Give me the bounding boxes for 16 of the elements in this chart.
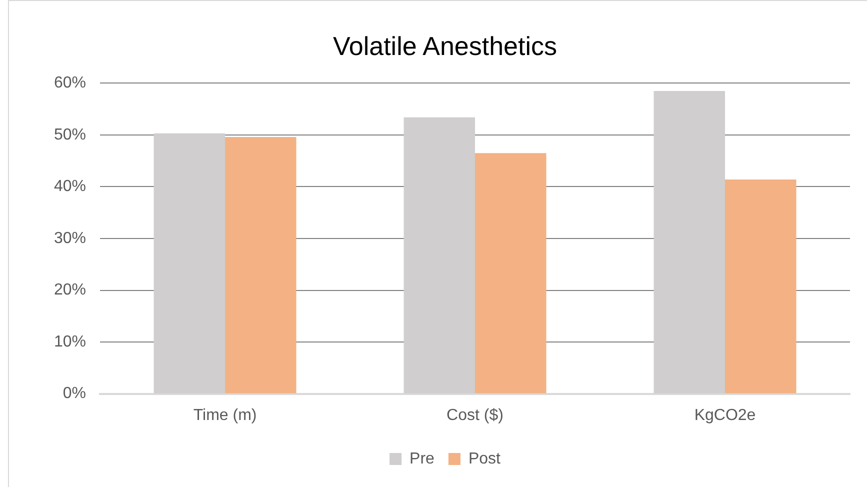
x-tick-label: Cost ($) — [446, 406, 504, 424]
y-tick-label: 40% — [54, 178, 86, 196]
legend-label: Pre — [410, 450, 435, 468]
y-tick-label: 0% — [62, 385, 86, 402]
y-tick-label: 30% — [54, 230, 86, 247]
y-tick-label: 10% — [54, 333, 86, 350]
x-tick-label: KgCO2e — [694, 406, 756, 424]
bar — [225, 137, 296, 394]
legend-label: Post — [468, 450, 502, 468]
bar — [725, 179, 796, 394]
bar — [475, 153, 546, 394]
y-tick-label: 50% — [54, 126, 86, 144]
y-tick-label: 60% — [54, 74, 86, 92]
x-tick-label: Time (m) — [193, 406, 257, 424]
chart-title: Volatile Anesthetics — [332, 30, 558, 61]
y-tick-label: 20% — [54, 282, 86, 299]
